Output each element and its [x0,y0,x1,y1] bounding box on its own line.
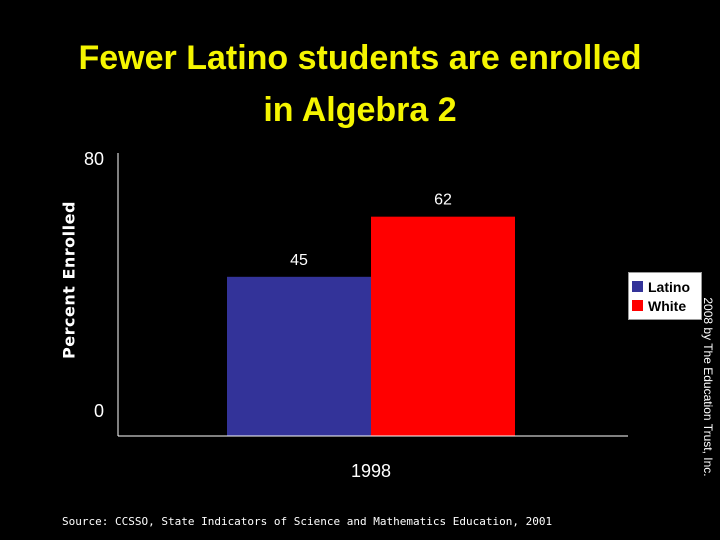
legend-label-latino: Latino [648,278,690,295]
x-category-label: 1998 [351,461,391,481]
slide-title: Fewer Latino students are enrolled in Al… [0,32,720,136]
y-axis-title: Percent Enrolled [59,201,79,359]
y-tick-label-min: 0 [94,401,104,421]
bar-latino [227,276,371,436]
bar-white [371,216,515,436]
legend-item-latino: Latino [632,277,698,296]
legend-item-white: White [632,296,698,315]
source-citation: Source: CCSSO, State Indicators of Scien… [62,515,553,528]
legend-label-white: White [648,297,687,314]
legend-swatch-white [632,300,643,311]
y-tick-label-max: 80 [84,149,104,169]
title-line-2: in Algebra 2 [263,91,457,129]
bars-layer [227,216,515,436]
copyright-notice: 2008 by The Education Trust, Inc. [701,297,715,477]
data-label-white: 62 [434,192,452,209]
title-line-1: Fewer Latino students are enrolled [78,39,642,77]
data-label-latino: 45 [290,252,308,269]
legend-swatch-latino [632,281,643,292]
chart-legend: Latino White [628,272,702,320]
